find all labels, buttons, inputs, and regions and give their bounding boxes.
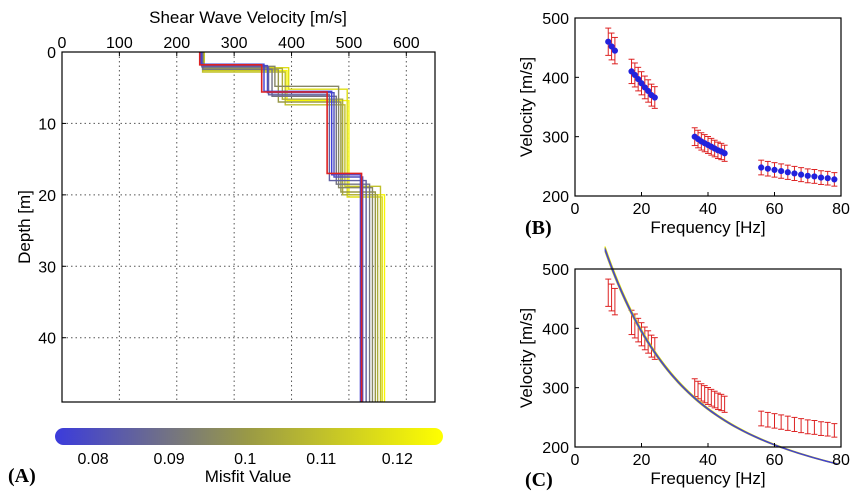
panel-b-observed-point-23 [771,166,778,173]
panel-a-profile-line-2 [201,52,382,402]
panel-a-y-ticks: 0 10 20 30 40 [38,45,66,348]
panel-c-y-axis-label: Velocity [m/s] [517,308,536,408]
panel-c-y-ticks: 200 300 400 500 [542,262,579,457]
panel-a-title: Shear Wave Velocity [m/s] [149,8,347,27]
panel-a-best-profile-line [198,52,363,402]
panel-a-ytick-0: 0 [47,45,56,62]
panel-a-xtick-500: 500 [336,35,363,52]
panel-b-y-ticks: 200 300 400 500 [542,11,579,206]
panel-b-observed-point-26 [791,170,798,177]
panel-a-ytick-30: 30 [38,259,56,276]
panel-a-xtick-400: 400 [278,35,305,52]
panel-c-xtick-60: 60 [766,452,784,469]
panel-a-label: (A) [8,465,36,487]
panel-c-dispersion-fit: 0 20 40 60 80 200 300 400 500 Frequency [Hz] Ve… [517,246,850,491]
panel-a-frame [61,51,436,403]
panel-a-profile-line-0 [202,52,386,402]
panel-b-observed-point-28 [804,172,811,179]
panel-b-observed-point-6 [638,80,645,87]
panel-b-dispersion-observed: 0 20 40 60 80 200 300 400 500 Frequency [Hz] Ve… [517,11,850,239]
panel-a-depth-profile: 0 100 200 300 400 500 600 0 10 20 30 40 Shear Wave… [15,8,436,403]
panel-b-observed-point-27 [798,171,805,178]
panel-a-ytick-20: 20 [38,188,56,205]
panel-b-observed-point-22 [764,165,771,172]
panel-a-xtick-600: 600 [393,35,420,52]
panel-b-observed-point-0 [605,38,612,45]
colorbar-label: Misfit Value [205,467,292,486]
panel-b-y-axis-label: Velocity [m/s] [517,57,536,157]
panel-b-observed-point-2 [611,47,619,54]
misfit-colorbar: 0.08 0.09 0.1 0.11 0.12 Misfit Value [55,428,443,486]
panel-a-ytick-40: 40 [38,331,56,348]
colorbar-tick-0.09: 0.09 [154,451,185,468]
panel-c-marks [604,246,838,465]
panel-a-y-axis-label: Depth [m] [15,190,34,264]
colorbar-tick-0.12: 0.12 [382,451,413,468]
panel-c-ytick-200: 200 [542,440,569,457]
panel-c-model-curve-3 [604,249,838,465]
panel-a-xtick-300: 300 [221,35,248,52]
panel-a-x-ticks: 0 100 200 300 400 500 600 [58,35,420,56]
panel-b-label: (B) [525,217,552,239]
panel-b-observed-point-31 [824,175,831,182]
panel-c-model-curve-0 [604,246,838,465]
panel-a-xtick-0: 0 [58,35,67,52]
panel-b-observed-point-10 [651,94,658,101]
panel-b-xtick-60: 60 [766,201,784,218]
panel-b-xtick-80: 80 [832,201,850,218]
panel-b-xtick-20: 20 [633,201,651,218]
panel-c-x-axis-label: Frequency [Hz] [650,469,765,488]
panel-a-grid [62,52,435,402]
panel-b-ytick-500: 500 [542,11,569,28]
panel-a-xtick-200: 200 [163,35,190,52]
panel-a-ytick-10: 10 [38,116,56,133]
panel-c-xtick-80: 80 [832,452,850,469]
panel-c-label: (C) [525,469,553,491]
panel-c-ytick-300: 300 [542,381,569,398]
panel-b-x-axis-label: Frequency [Hz] [650,218,765,237]
panel-c-ytick-400: 400 [542,321,569,338]
panel-b-observed-point-21 [758,164,765,171]
panel-a-profile-line-6 [201,52,371,402]
panel-b-observed-point-1 [608,43,615,50]
colorbar-ticks: 0.08 0.09 0.1 0.11 0.12 [77,451,413,468]
colorbar-tick-0.11: 0.11 [306,451,336,468]
panel-b-ytick-300: 300 [542,130,569,147]
panel-b-observed-point-32 [831,176,838,183]
panel-b-observed-point-29 [811,173,818,180]
colorbar-gradient [55,428,443,445]
panel-b-xtick-40: 40 [699,201,717,218]
panel-b-ytick-400: 400 [542,70,569,87]
colorbar-tick-0.1: 0.1 [234,451,256,468]
panel-b-observed-point-5 [635,76,642,83]
panel-b-x-ticks: 0 20 40 60 80 [571,192,850,218]
panel-c-model-curve-2 [604,247,838,465]
panel-a-profile-line-1 [203,52,383,402]
panel-c-xtick-0: 0 [571,452,580,469]
panel-c-xtick-40: 40 [699,452,717,469]
panel-c-x-ticks: 0 20 40 60 80 [571,443,850,469]
panel-c-ytick-500: 500 [542,262,569,279]
panel-a-velocity-profiles [198,52,386,402]
panel-a-xtick-100: 100 [106,35,133,52]
panel-c-xtick-20: 20 [633,452,651,469]
panel-b-observed-point-25 [784,169,791,176]
panel-b-observed-point-8 [645,87,652,95]
panel-b-observed-point-30 [817,174,825,181]
panel-b-observed-point-24 [778,167,785,175]
panel-b-observed-point-4 [631,71,638,79]
colorbar-tick-0.08: 0.08 [77,451,108,468]
panel-b-observed-point-20 [721,150,728,157]
panel-b-marks [605,27,838,187]
panel-b-ytick-200: 200 [542,189,569,206]
panel-b-xtick-0: 0 [571,201,580,218]
